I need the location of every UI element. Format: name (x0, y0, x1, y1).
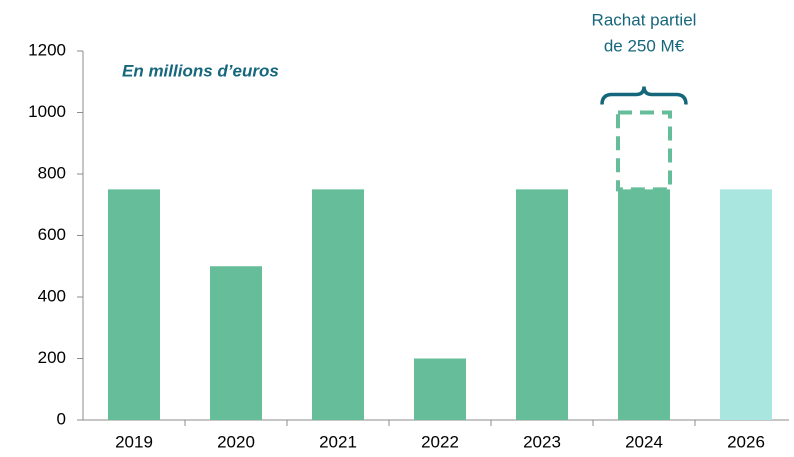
bar (414, 358, 466, 420)
bar (312, 189, 364, 420)
x-tick-label: 2023 (523, 432, 561, 451)
x-tick-label: 2024 (625, 432, 663, 451)
bar (720, 189, 772, 420)
bar (210, 266, 262, 420)
x-tick-label: 2020 (217, 432, 255, 451)
x-tick-label: 2019 (115, 432, 153, 451)
y-tick-label: 800 (38, 163, 66, 182)
annotation: de 250 M€ (604, 36, 685, 55)
bar (108, 189, 160, 420)
annotation: Rachat partiel (592, 10, 697, 29)
brace (600, 86, 688, 105)
y-tick-label: 1200 (28, 40, 66, 59)
bar (618, 189, 670, 420)
y-tick-label: 0 (57, 409, 66, 428)
y-tick-label: 400 (38, 286, 66, 305)
buyback-segment (616, 110, 672, 192)
x-tick-label: 2026 (727, 432, 765, 451)
y-tick-label: 1000 (28, 102, 66, 121)
bar (516, 189, 568, 420)
y-tick-label: 600 (38, 225, 66, 244)
chart-subtitle: En millions d’euros (122, 61, 279, 80)
x-tick-label: 2022 (421, 432, 459, 451)
y-tick-label: 200 (38, 348, 66, 367)
x-tick-label: 2021 (319, 432, 357, 451)
